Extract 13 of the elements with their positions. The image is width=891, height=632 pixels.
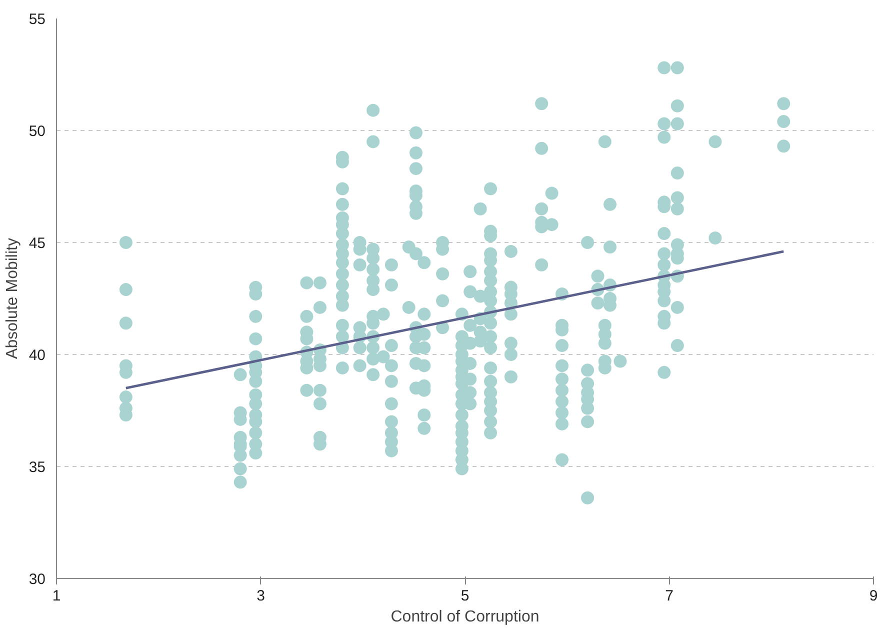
y-tick-label: 30 xyxy=(28,571,46,588)
y-tick-label: 40 xyxy=(28,347,46,364)
y-tick-label: 55 xyxy=(28,11,46,28)
x-tick-label: 7 xyxy=(665,588,674,604)
x-axis-title: Control of Corruption xyxy=(390,608,540,626)
y-tick-label: 35 xyxy=(28,459,46,476)
y-axis-title: Absolute Mobility xyxy=(4,238,21,359)
x-tick-label: 9 xyxy=(869,588,878,604)
y-tick-label: 50 xyxy=(28,123,46,140)
x-tick-label: 5 xyxy=(460,588,470,604)
y-tick-label: 45 xyxy=(28,235,46,252)
x-tick-label: 3 xyxy=(256,588,265,604)
x-tick-label: 1 xyxy=(52,588,61,604)
